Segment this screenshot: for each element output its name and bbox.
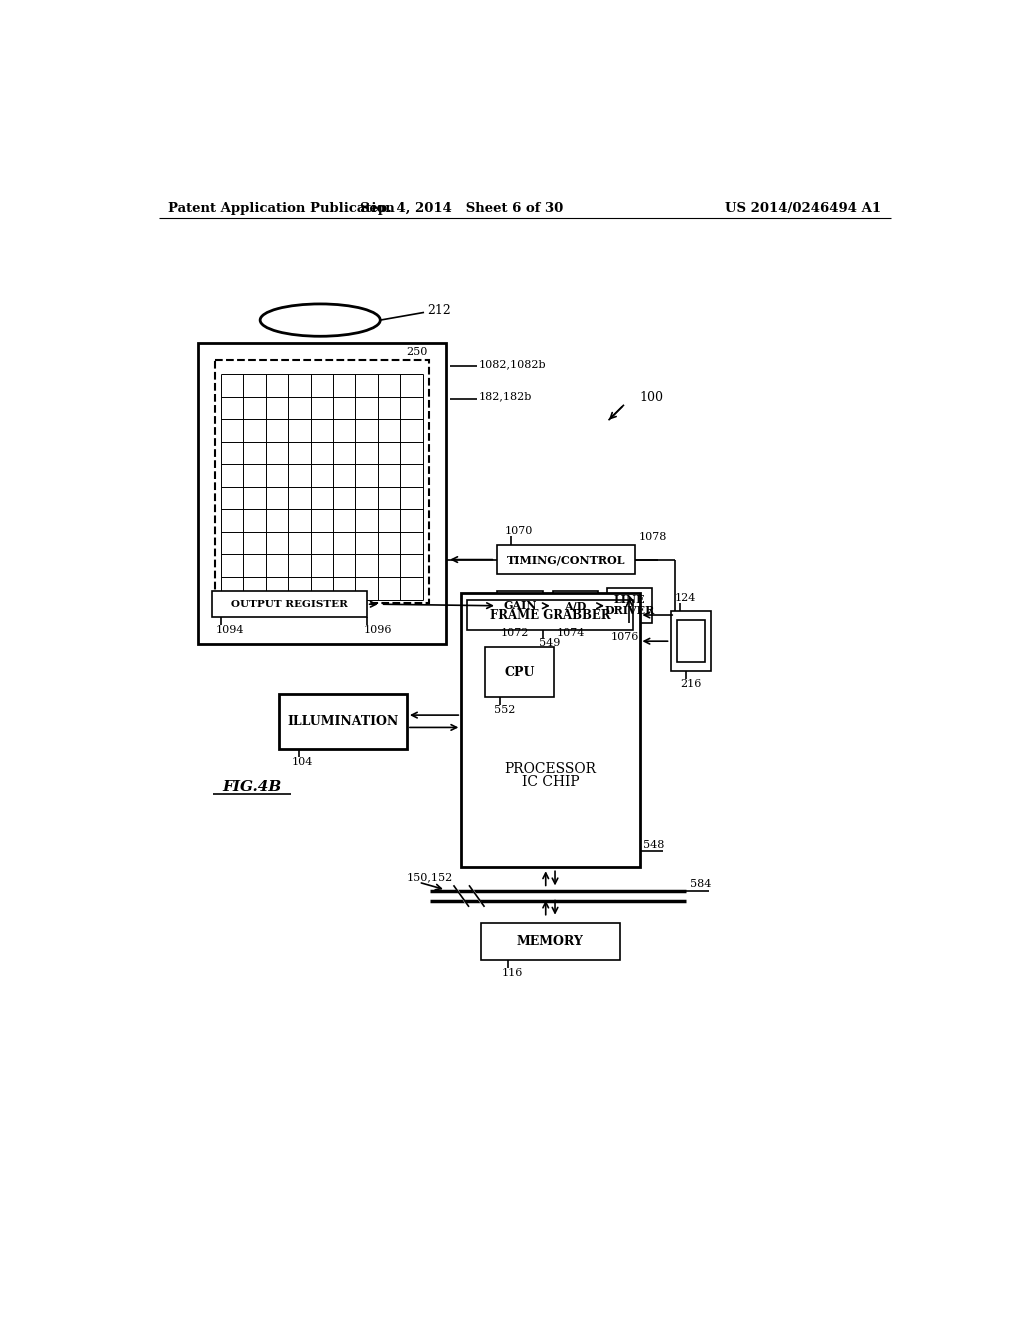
Text: 100: 100 [640, 391, 664, 404]
Text: 1094: 1094 [216, 624, 244, 635]
FancyBboxPatch shape [497, 591, 544, 620]
Text: PROCESSOR: PROCESSOR [505, 762, 596, 776]
Ellipse shape [260, 304, 380, 337]
FancyBboxPatch shape [215, 360, 429, 603]
Text: CPU: CPU [504, 665, 535, 678]
FancyBboxPatch shape [671, 611, 711, 671]
Text: FIG.4B: FIG.4B [222, 780, 282, 795]
Text: ILLUMINATION: ILLUMINATION [288, 714, 398, 727]
Text: 212: 212 [427, 305, 451, 317]
Text: 216: 216 [680, 680, 701, 689]
FancyBboxPatch shape [607, 589, 652, 623]
Text: 1082,1082b: 1082,1082b [479, 359, 547, 370]
Text: 1096: 1096 [364, 624, 392, 635]
FancyBboxPatch shape [480, 923, 621, 960]
Text: FRAME GRABBER: FRAME GRABBER [490, 609, 610, 622]
FancyBboxPatch shape [280, 693, 407, 748]
Text: 250: 250 [406, 347, 427, 358]
FancyBboxPatch shape [461, 594, 640, 867]
Text: GAIN: GAIN [504, 601, 537, 611]
FancyBboxPatch shape [212, 591, 367, 618]
Text: 116: 116 [502, 968, 523, 978]
Text: Sep. 4, 2014   Sheet 6 of 30: Sep. 4, 2014 Sheet 6 of 30 [359, 202, 563, 215]
Text: 124: 124 [675, 593, 695, 603]
FancyBboxPatch shape [553, 591, 598, 620]
Text: 104: 104 [292, 758, 313, 767]
Text: IC CHIP: IC CHIP [521, 775, 580, 789]
Text: 1074: 1074 [557, 628, 585, 639]
Text: 548: 548 [643, 841, 665, 850]
Text: TIMING/CONTROL: TIMING/CONTROL [507, 554, 625, 565]
Text: 584: 584 [690, 879, 712, 888]
Text: LINE: LINE [613, 594, 645, 605]
Text: US 2014/0246494 A1: US 2014/0246494 A1 [725, 202, 882, 215]
Text: OUTPUT REGISTER: OUTPUT REGISTER [230, 599, 347, 609]
Text: 1078: 1078 [639, 532, 667, 543]
Text: Patent Application Publication: Patent Application Publication [168, 202, 395, 215]
Text: DRIVER: DRIVER [604, 605, 654, 616]
FancyBboxPatch shape [484, 647, 554, 697]
Text: A/D: A/D [564, 601, 587, 611]
FancyBboxPatch shape [677, 620, 705, 663]
Text: MEMORY: MEMORY [517, 935, 584, 948]
Text: 182,182b: 182,182b [479, 391, 532, 401]
Text: 150,152: 150,152 [407, 873, 454, 883]
FancyBboxPatch shape [198, 343, 445, 644]
FancyBboxPatch shape [467, 599, 633, 631]
Text: 1070: 1070 [505, 527, 534, 536]
Text: 1076: 1076 [611, 631, 639, 642]
Text: 1072: 1072 [501, 628, 529, 639]
Text: 549: 549 [539, 639, 560, 648]
Text: 552: 552 [494, 705, 515, 715]
FancyBboxPatch shape [497, 545, 635, 574]
